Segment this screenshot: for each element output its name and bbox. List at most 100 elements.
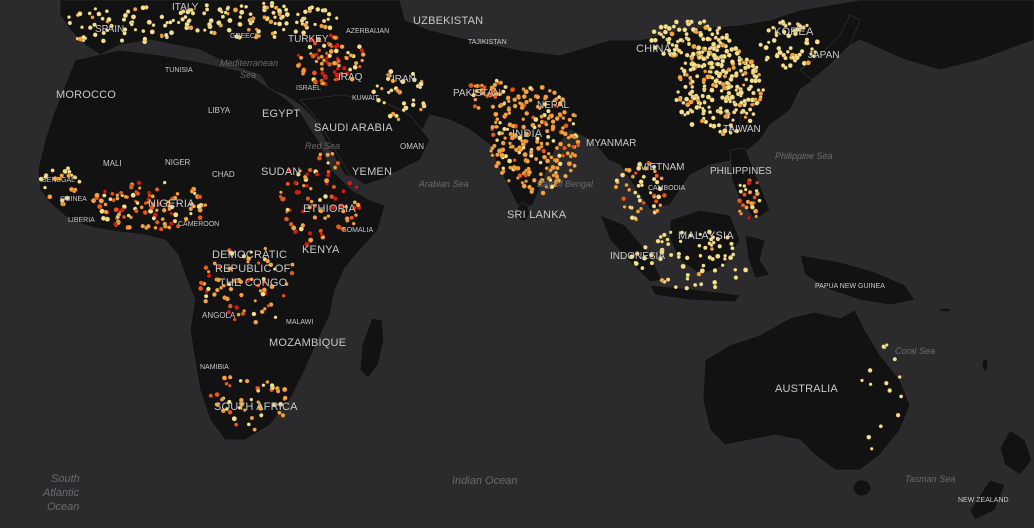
data-point: [741, 83, 746, 87]
data-point: [326, 17, 331, 22]
data-point: [677, 75, 683, 81]
data-point: [224, 296, 230, 302]
data-point: [222, 283, 226, 288]
landmass-australia: [702, 309, 911, 471]
label-pakistan: PAKISTAN: [453, 88, 501, 99]
data-point: [750, 68, 756, 74]
label-iran: IRAN: [392, 74, 416, 85]
data-point: [733, 275, 739, 281]
data-point: [246, 422, 251, 427]
data-point: [684, 285, 690, 291]
data-point: [666, 48, 672, 53]
data-point: [481, 84, 487, 90]
data-point: [563, 173, 568, 179]
data-point: [411, 98, 416, 102]
data-point: [744, 111, 749, 116]
data-point: [149, 29, 155, 35]
data-point: [352, 205, 357, 211]
data-point: [753, 97, 758, 102]
data-point: [227, 409, 233, 415]
data-point: [198, 285, 204, 292]
data-point: [512, 158, 517, 163]
data-point: [154, 187, 160, 192]
data-point: [702, 245, 708, 251]
label-australia: AUSTRALIA: [775, 383, 838, 395]
data-point: [120, 207, 125, 213]
data-point: [651, 176, 657, 182]
data-point: [474, 88, 480, 94]
data-point: [738, 183, 743, 188]
data-point: [708, 123, 714, 128]
data-point: [309, 5, 315, 10]
data-point: [738, 189, 743, 194]
data-point: [517, 150, 522, 155]
data-point: [643, 166, 649, 171]
data-point: [302, 9, 308, 15]
data-point: [304, 241, 310, 248]
data-point: [729, 73, 735, 79]
data-point: [106, 16, 112, 23]
data-point: [113, 207, 119, 213]
data-point: [734, 71, 739, 76]
data-point: [153, 225, 158, 230]
data-point: [734, 50, 740, 56]
data-point: [533, 116, 539, 123]
label-mali: MALI: [103, 159, 122, 168]
data-point: [262, 4, 267, 10]
label-china: CHINA: [636, 43, 672, 55]
data-point: [189, 189, 195, 194]
data-point: [684, 31, 689, 37]
data-point: [352, 200, 357, 205]
data-point: [379, 86, 384, 91]
data-point: [521, 183, 527, 189]
data-point: [321, 81, 326, 86]
data-point: [658, 203, 663, 208]
data-point: [115, 196, 120, 201]
data-point: [740, 202, 746, 208]
data-point: [203, 293, 209, 299]
data-point: [524, 168, 528, 173]
data-point: [571, 112, 576, 118]
data-point: [133, 27, 138, 32]
data-point: [277, 410, 282, 415]
data-point: [510, 134, 515, 139]
data-point: [93, 7, 98, 11]
data-point: [232, 7, 239, 13]
data-point: [185, 9, 191, 15]
data-point: [727, 255, 734, 261]
data-point: [333, 196, 338, 202]
data-point: [280, 14, 286, 20]
data-point: [43, 185, 47, 190]
data-point: [734, 84, 740, 90]
data-point: [492, 82, 498, 88]
data-point: [665, 277, 671, 282]
label-drc-line-1: DEMOCRATIC: [212, 249, 287, 261]
data-point: [47, 194, 53, 200]
data-point: [621, 196, 627, 202]
data-point: [569, 133, 574, 139]
data-point: [271, 10, 276, 16]
data-point: [659, 249, 665, 255]
data-point: [544, 184, 549, 189]
data-point: [758, 91, 764, 97]
data-point: [741, 60, 746, 65]
data-point: [278, 194, 283, 199]
data-point: [549, 184, 555, 190]
data-point: [633, 190, 638, 195]
data-point: [730, 246, 735, 251]
data-point: [344, 55, 349, 61]
data-point: [804, 37, 810, 42]
data-point: [686, 37, 691, 42]
data-point: [679, 66, 684, 71]
data-point: [491, 88, 496, 94]
data-point: [96, 11, 102, 17]
data-point: [757, 97, 763, 102]
data-point: [214, 392, 220, 398]
data-point: [552, 90, 557, 96]
data-point: [572, 153, 578, 158]
data-point: [706, 52, 712, 57]
data-point: [347, 180, 353, 186]
data-point: [335, 67, 340, 71]
data-point: [548, 178, 553, 183]
